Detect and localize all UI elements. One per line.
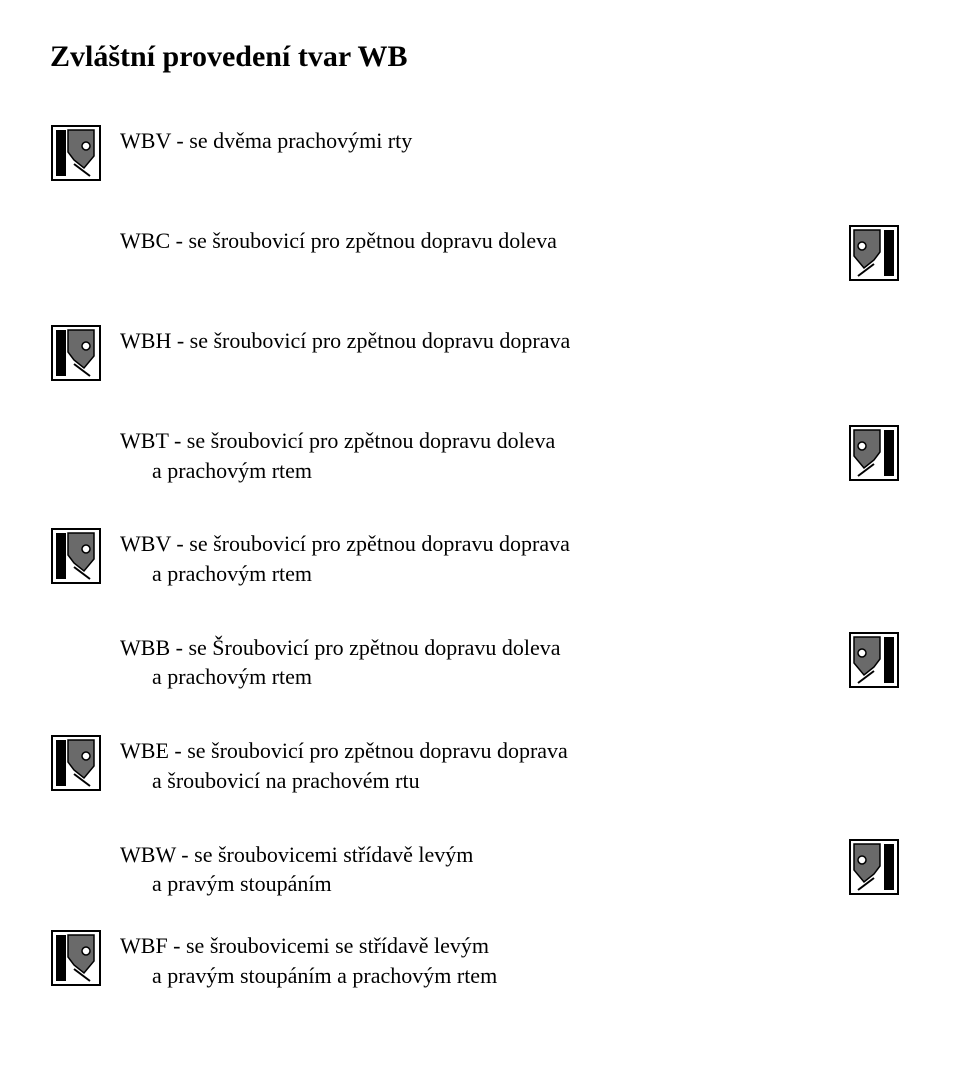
seal-icon <box>50 527 102 585</box>
seal-icon <box>848 838 900 896</box>
item-row: WBF - se šroubovicemi se střídavě levým … <box>50 929 900 990</box>
item-row: WBV - se dvěma prachovými rty <box>50 124 900 182</box>
seal-icon <box>848 631 900 689</box>
left-icon-slot <box>50 734 120 792</box>
item-line1: WBH - se šroubovicí pro zpětnou dopravu … <box>120 326 820 356</box>
item-line2: a pravým stoupáním a prachovým rtem <box>120 961 820 991</box>
item-row: WBT - se šroubovicí pro zpětnou dopravu … <box>50 424 900 485</box>
seal-icon <box>50 124 102 182</box>
item-text: WBE - se šroubovicí pro zpětnou dopravu … <box>120 734 830 795</box>
left-icon-slot <box>50 124 120 182</box>
item-line1: WBE - se šroubovicí pro zpětnou dopravu … <box>120 736 820 766</box>
right-icon-slot <box>830 224 900 282</box>
item-text: WBH - se šroubovicí pro zpětnou dopravu … <box>120 324 830 356</box>
seal-icon <box>848 224 900 282</box>
item-row: WBE - se šroubovicí pro zpětnou dopravu … <box>50 734 900 795</box>
item-line1: WBC - se šroubovicí pro zpětnou dopravu … <box>120 226 820 256</box>
item-line1: WBB - se Šroubovicí pro zpětnou dopravu … <box>120 633 820 663</box>
item-text: WBV - se šroubovicí pro zpětnou dopravu … <box>120 527 830 588</box>
seal-icon <box>50 734 102 792</box>
item-text: WBT - se šroubovicí pro zpětnou dopravu … <box>120 424 830 485</box>
item-line2: a prachovým rtem <box>120 559 820 589</box>
seal-icon <box>50 324 102 382</box>
item-line2: a prachovým rtem <box>120 662 820 692</box>
left-icon-slot <box>50 324 120 382</box>
seal-icon <box>848 424 900 482</box>
right-icon-slot <box>830 424 900 482</box>
item-line1: WBT - se šroubovicí pro zpětnou dopravu … <box>120 426 820 456</box>
right-icon-slot <box>830 631 900 689</box>
item-line1: WBW - se šroubovicemi střídavě levým <box>120 840 820 870</box>
item-row: WBV - se šroubovicí pro zpětnou dopravu … <box>50 527 900 588</box>
item-row: WBH - se šroubovicí pro zpětnou dopravu … <box>50 324 900 382</box>
item-line1: WBV - se šroubovicí pro zpětnou dopravu … <box>120 529 820 559</box>
item-text: WBC - se šroubovicí pro zpětnou dopravu … <box>120 224 830 256</box>
right-icon-slot <box>830 838 900 896</box>
item-text: WBV - se dvěma prachovými rty <box>120 124 830 156</box>
item-text: WBB - se Šroubovicí pro zpětnou dopravu … <box>120 631 830 692</box>
item-line2: a pravým stoupáním <box>120 869 820 899</box>
item-row: WBB - se Šroubovicí pro zpětnou dopravu … <box>50 631 900 692</box>
item-row: WBC - se šroubovicí pro zpětnou dopravu … <box>50 224 900 282</box>
item-text: WBW - se šroubovicemi střídavě levým a p… <box>120 838 830 899</box>
item-row: WBW - se šroubovicemi střídavě levým a p… <box>50 838 900 899</box>
item-line2: a prachovým rtem <box>120 456 820 486</box>
left-icon-slot <box>50 527 120 585</box>
item-text: WBF - se šroubovicemi se střídavě levým … <box>120 929 830 990</box>
seal-icon <box>50 929 102 987</box>
item-line2: a šroubovicí na prachovém rtu <box>120 766 820 796</box>
item-line1: WBF - se šroubovicemi se střídavě levým <box>120 931 820 961</box>
item-line1: WBV - se dvěma prachovými rty <box>120 126 820 156</box>
page-title: Zvláštní provedení tvar WB <box>50 40 900 74</box>
left-icon-slot <box>50 929 120 987</box>
